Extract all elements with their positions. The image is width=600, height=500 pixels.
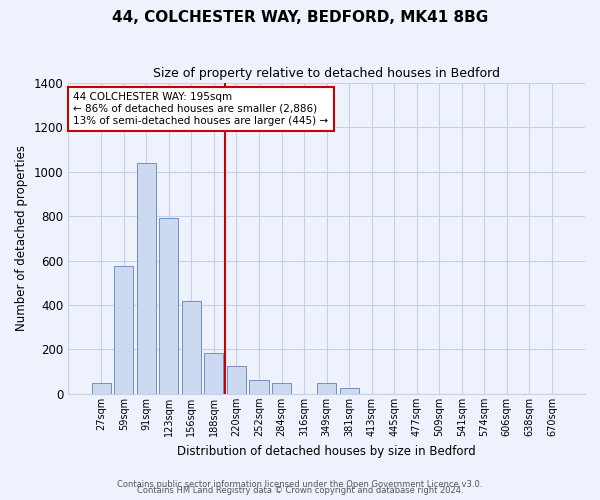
Bar xyxy=(227,366,246,394)
Bar xyxy=(250,380,269,394)
Text: 44 COLCHESTER WAY: 195sqm
← 86% of detached houses are smaller (2,886)
13% of se: 44 COLCHESTER WAY: 195sqm ← 86% of detac… xyxy=(73,92,328,126)
Bar xyxy=(340,388,359,394)
Text: Contains HM Land Registry data © Crown copyright and database right 2024.: Contains HM Land Registry data © Crown c… xyxy=(137,486,463,495)
Bar xyxy=(114,266,133,394)
Bar xyxy=(137,163,156,394)
Bar xyxy=(317,383,336,394)
Bar xyxy=(92,383,111,394)
Bar xyxy=(205,353,223,394)
Bar xyxy=(182,300,201,394)
Text: Contains public sector information licensed under the Open Government Licence v3: Contains public sector information licen… xyxy=(118,480,482,489)
Bar xyxy=(159,218,178,394)
Y-axis label: Number of detached properties: Number of detached properties xyxy=(15,146,28,332)
Title: Size of property relative to detached houses in Bedford: Size of property relative to detached ho… xyxy=(153,68,500,80)
X-axis label: Distribution of detached houses by size in Bedford: Distribution of detached houses by size … xyxy=(177,444,476,458)
Text: 44, COLCHESTER WAY, BEDFORD, MK41 8BG: 44, COLCHESTER WAY, BEDFORD, MK41 8BG xyxy=(112,10,488,25)
Bar xyxy=(272,383,291,394)
